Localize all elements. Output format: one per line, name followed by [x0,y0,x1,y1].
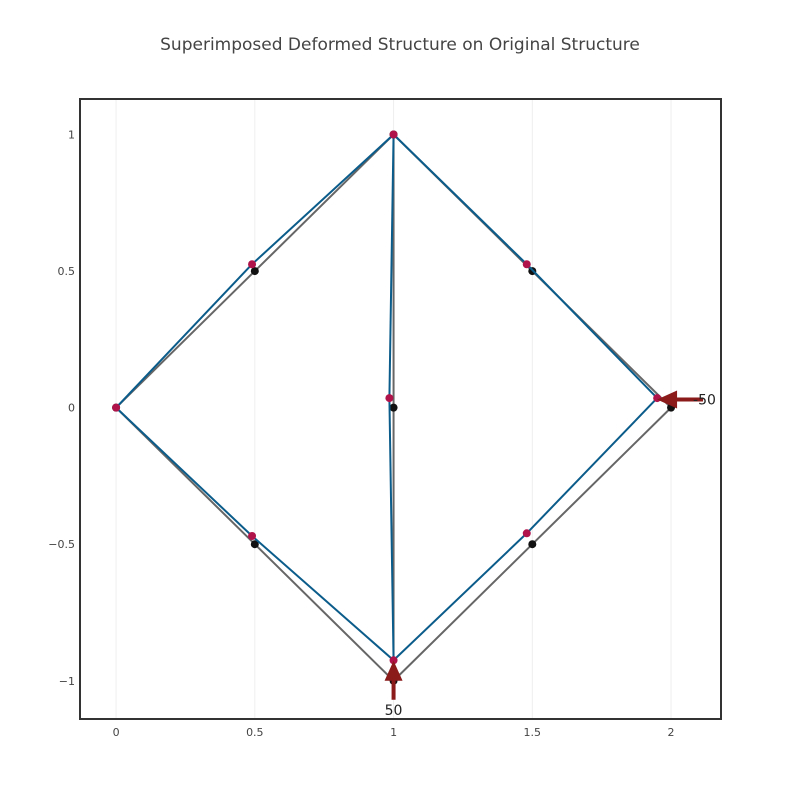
load-value-label: -50 [693,392,716,408]
deformed-node-point [522,529,531,538]
load-arrow-head [657,390,678,409]
deformed-node-point [653,394,662,403]
chart-title: Superimposed Deformed Structure on Origi… [160,35,640,55]
x-tick-label: 0.5 [246,726,264,739]
y-tick-label: −1 [59,675,75,688]
y-tick-label: −0.5 [48,538,75,551]
deformed-node-point [389,656,398,665]
load-arrow-head [384,660,403,681]
y-tick-label: 1 [68,129,75,142]
original-node-point [250,267,259,276]
x-tick-label: 2 [668,726,675,739]
original-structure-layer [112,130,676,685]
deformed-node-point [385,394,394,403]
x-tick-label: 0 [113,726,120,739]
deformed-node-point [248,260,257,269]
deformed-structure-layer [112,130,662,665]
y-axis-ticks: 1 0.5 0 −0.5 −1 [48,129,75,688]
deformed-node-point [112,403,121,412]
x-tick-label: 1.5 [524,726,542,739]
y-tick-label: 0.5 [58,265,76,278]
original-node-point [528,540,537,549]
y-tick-label: 0 [68,402,75,415]
load-value-label: 50 [385,703,403,719]
x-tick-label: 1 [390,726,397,739]
deformed-node-point [389,130,398,139]
original-node-point [250,540,259,549]
original-node-point [389,403,398,412]
loads-layer: -50 50 [384,390,716,719]
plot-frame [79,98,722,720]
deformed-node-point [248,532,257,541]
deformed-node-point [522,260,531,269]
x-axis-ticks: 0 0.5 1 1.5 2 [113,726,675,739]
